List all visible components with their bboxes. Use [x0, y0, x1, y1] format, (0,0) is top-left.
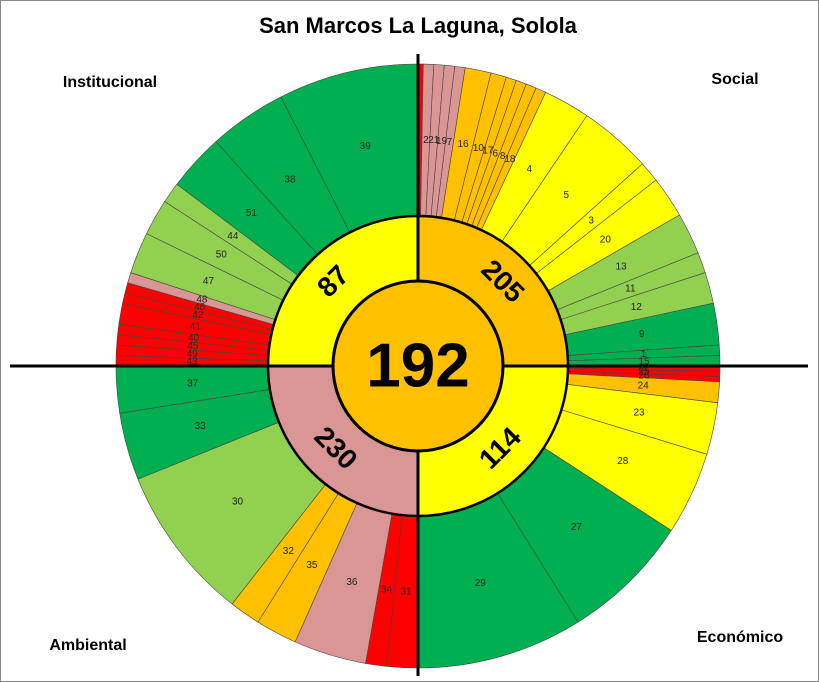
segment-label: 37: [187, 378, 199, 389]
center-circle: [331, 279, 505, 453]
segment-label: 10: [473, 143, 485, 154]
segment-label: 41: [190, 321, 202, 332]
segment-label: 38: [284, 174, 296, 185]
segment-label: 19: [436, 136, 448, 147]
segment-label: 17: [482, 146, 494, 157]
segment-label: 23: [633, 408, 645, 419]
segment-label: 6: [493, 148, 499, 159]
segment-label: 29: [475, 578, 487, 589]
segment-label: 32: [283, 546, 295, 557]
segment-label: 47: [203, 276, 215, 287]
segment-label: 3: [588, 215, 594, 226]
segment-label: 48: [196, 295, 208, 306]
segment-label: 13: [616, 262, 628, 273]
segment-label: 49: [187, 349, 199, 360]
group-name: Económico: [697, 629, 783, 646]
segment-label: 11: [625, 283, 636, 294]
segment-label: 40: [188, 333, 200, 344]
center-value: 192: [366, 331, 469, 400]
segment-label: 30: [232, 497, 244, 508]
chart-title: San Marcos La Laguna, Solola: [259, 13, 578, 38]
group-name: Ambiental: [49, 637, 126, 654]
segment-label: 22: [638, 363, 650, 374]
segment-label: 18: [504, 154, 516, 165]
group-name: Social: [711, 71, 758, 88]
segment-label: 26: [638, 370, 650, 381]
segment-label: 12: [631, 302, 643, 313]
segment-label: 33: [195, 421, 207, 432]
segment-label: 21: [428, 135, 440, 146]
segment-label: 24: [638, 380, 650, 391]
segment-label: 45: [187, 341, 199, 352]
segment-label: 36: [346, 577, 358, 588]
segment-label: 25: [638, 367, 650, 378]
segment-label: 2: [423, 135, 429, 146]
group-name: Institucional: [63, 74, 157, 91]
segment-label: 27: [571, 522, 583, 533]
segment-label: 16: [457, 139, 469, 150]
segment-label: 7: [447, 137, 453, 148]
segment-label: 42: [192, 310, 204, 321]
segment-label: 35: [306, 560, 318, 571]
segment-label: 50: [216, 249, 228, 260]
segment-label: 4: [527, 164, 533, 175]
segment-label: 5: [563, 190, 569, 201]
segment-label: 34: [381, 584, 393, 595]
segment-label: 1: [641, 349, 647, 360]
rings: [115, 63, 721, 669]
segment-label: 46: [194, 302, 206, 313]
segment-label: 39: [360, 141, 372, 152]
segment-label: 43: [186, 357, 198, 368]
segment-label: 15: [638, 357, 650, 368]
segment-label: 9: [639, 329, 645, 340]
segment-label: 28: [617, 456, 629, 467]
segment-label: 20: [600, 234, 612, 245]
segment-label: 8: [500, 151, 506, 162]
segment-label: 44: [227, 231, 239, 242]
segment-label: 51: [246, 208, 258, 219]
segment-label: 31: [401, 586, 413, 597]
